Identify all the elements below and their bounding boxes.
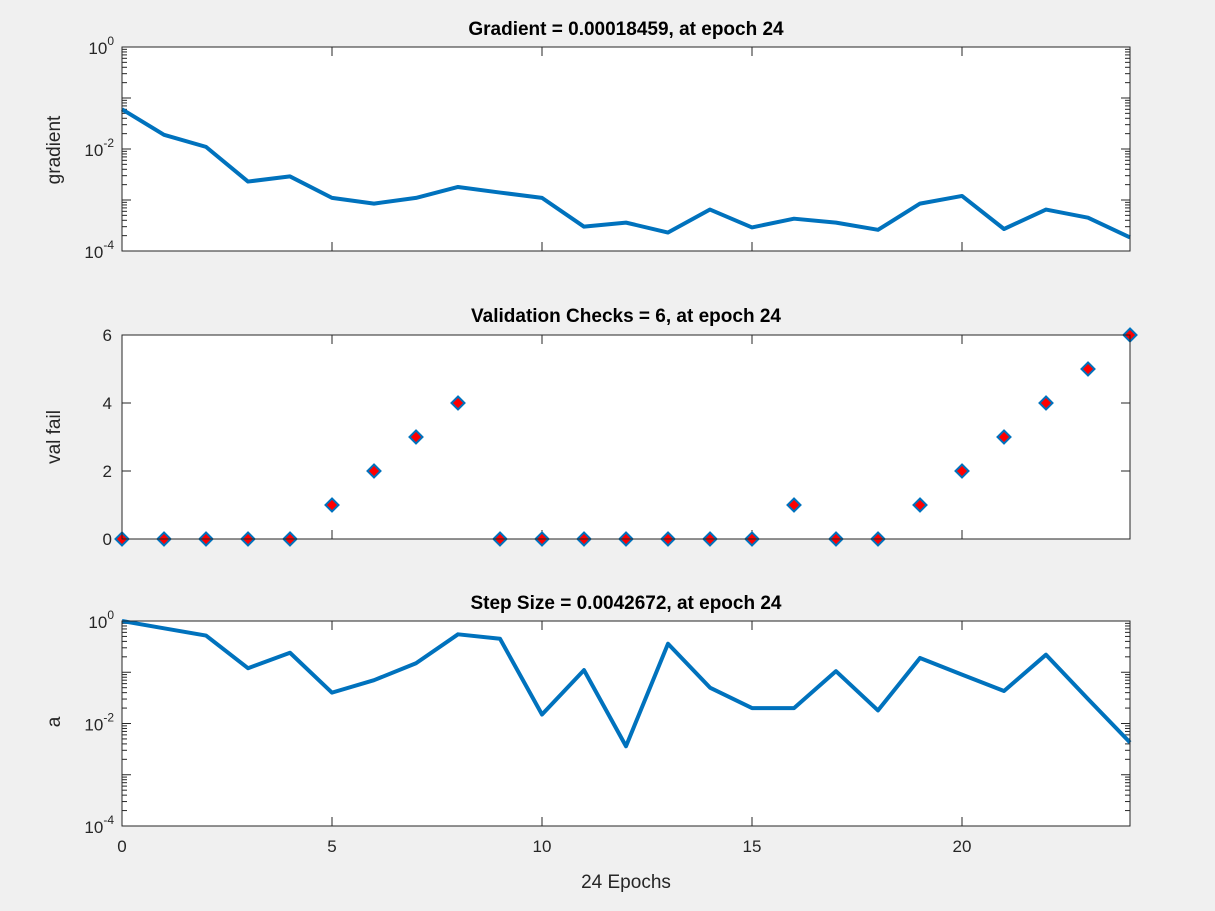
x-tick-label: 15 [743, 837, 762, 856]
data-point [912, 497, 928, 513]
y-tick-label: 10-2 [84, 136, 114, 160]
x-tick-label: 0 [117, 837, 126, 856]
step-size-chart-title: Step Size = 0.0042672, at epoch 24 [470, 593, 781, 614]
y-tick-label: 10-4 [84, 813, 114, 837]
data-point [324, 497, 340, 513]
data-point [1038, 395, 1054, 411]
x-tick-label: 20 [953, 837, 972, 856]
y-tick-label: 2 [103, 462, 112, 481]
data-point [450, 395, 466, 411]
x-axis-label: 24 Epochs [581, 872, 671, 893]
plot-border [121, 620, 1131, 827]
validation-chart-title: Validation Checks = 6, at epoch 24 [471, 306, 781, 327]
y-tick-label: 10-2 [84, 711, 114, 735]
x-tick-label: 5 [327, 837, 336, 856]
data-point [954, 463, 970, 479]
y-tick-label: 100 [88, 34, 114, 58]
y-tick-label: 10-4 [84, 238, 114, 262]
plot-border [121, 46, 1131, 252]
plot-background [122, 47, 1130, 251]
step-size-y-axis-label: a [44, 716, 65, 727]
validation-plot-area: 0 2 4 6 [103, 326, 1138, 549]
validation-y-axis-label: val fail [44, 410, 65, 464]
series-line [120, 107, 1131, 240]
gradient-subplot: Gradient = 0.00018459, at epoch 24 gradi… [44, 19, 1131, 262]
validation-subplot: Validation Checks = 6, at epoch 24 val f… [44, 306, 1138, 549]
series-line [121, 619, 1132, 749]
plot-background [122, 335, 1130, 539]
y-tick-label: 100 [88, 608, 114, 632]
data-point [786, 497, 802, 513]
data-point [366, 463, 382, 479]
gradient-chart-title: Gradient = 0.00018459, at epoch 24 [468, 19, 784, 40]
plot-border [121, 334, 1131, 540]
step-size-plot-area: 100 10-2 10-40 5 10 15 20 [84, 608, 1132, 856]
data-point [408, 429, 424, 445]
x-tick-label: 10 [533, 837, 552, 856]
gradient-y-axis-label: gradient [44, 115, 65, 184]
step-size-subplot: Step Size = 0.0042672, at epoch 24 a 100… [44, 593, 1132, 893]
y-tick-label: 4 [103, 394, 112, 413]
y-tick-label: 0 [103, 530, 112, 549]
data-point [1080, 361, 1096, 377]
data-point [996, 429, 1012, 445]
gradient-plot-area: 100 10-2 10-4 [84, 34, 1131, 262]
plot-background [122, 621, 1130, 826]
y-tick-label: 6 [103, 326, 112, 345]
